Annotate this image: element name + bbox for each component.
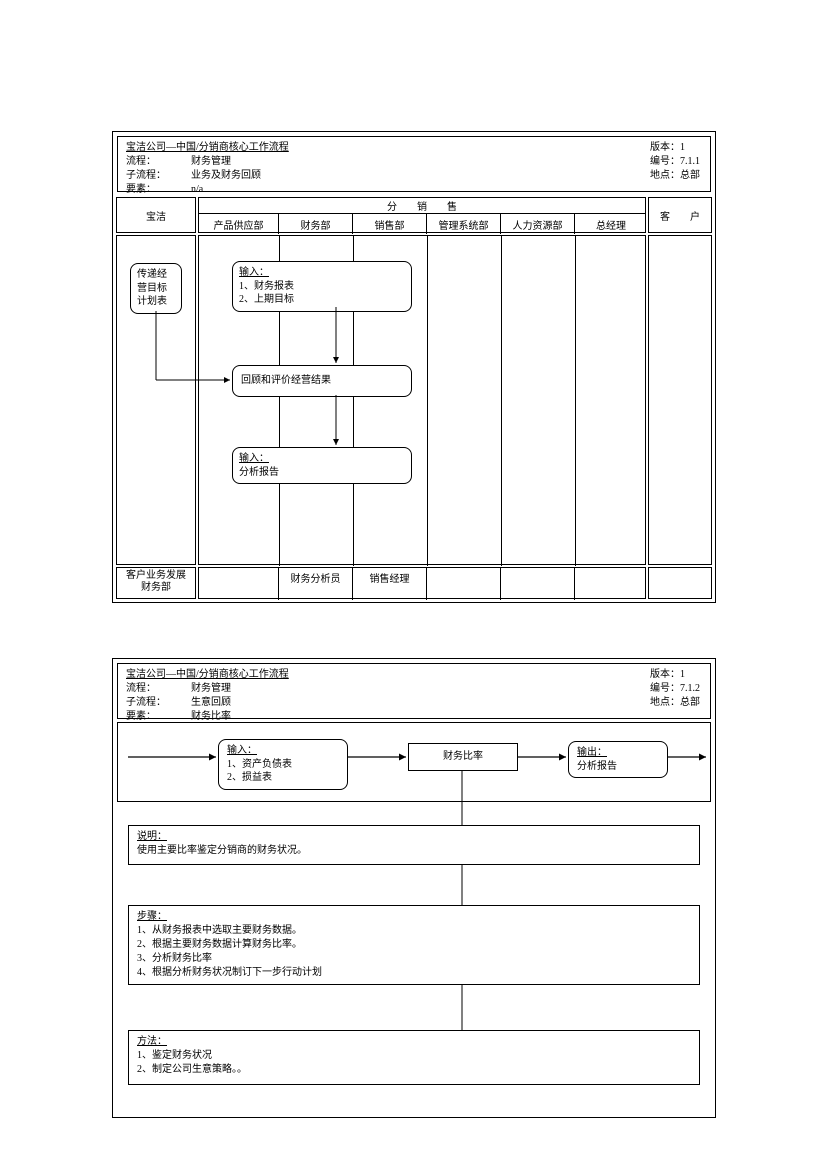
- d2-step-3: 4、根据分析财务状况制订下一步行动计划: [137, 966, 691, 980]
- d1-swim-right: 客 户: [648, 197, 712, 233]
- d1-fcol-3: [427, 568, 501, 600]
- d2-desc-text: 使用主要比率鉴定分销商的财务状况。: [137, 844, 691, 858]
- d1-swim-header: 宝洁 分 销 售 产品供应部 财务部 销售部 管理系统部 人力资源部 总经理 客…: [116, 197, 712, 233]
- d1-flow-body: 传递经 营目标 计划表 输入： 1、财务报表 2、上期目标 回顾和评价经营结果 …: [116, 235, 712, 565]
- d1-hrow-0: 流程： 财务管理: [126, 155, 702, 169]
- d2-steps-label: 步骤：: [137, 911, 167, 922]
- d1-col-0: 产品供应部: [199, 214, 279, 234]
- d1-col-1: 财务部: [279, 214, 353, 234]
- d1-header-right: 版本：1 编号：7.1.1 地点：总部: [650, 141, 700, 183]
- d2-header: 宝洁公司—中国/分销商核心工作流程 流程： 财务管理 子流程： 生意回顾 要素：…: [117, 663, 711, 719]
- d1-swim-left: 宝洁: [116, 197, 196, 233]
- d2-center-node: 财务比率: [408, 743, 518, 771]
- d2-steps-box: 步骤： 1、从财务报表中选取主要财务数据。 2、根据主要财务数据计算财务比率。 …: [128, 905, 700, 985]
- d1-col-5: 总经理: [575, 214, 647, 234]
- d1-col-4: 人力资源部: [501, 214, 575, 234]
- d2-flow-region: 输入： 1、资产负债表 2、损益表 财务比率 输出： 分析报告: [117, 722, 711, 802]
- d1-footer: 客户业务发展 财务部 财务分析员 销售经理: [116, 567, 712, 599]
- d1-fcol-4: [501, 568, 575, 600]
- d2-method-label: 方法：: [137, 1036, 167, 1047]
- d1-fcol-2: 销售经理: [353, 568, 427, 600]
- d1-node-3: 回顾和评价经营结果: [232, 365, 412, 397]
- d1-foot-left-1: 财务部: [117, 582, 195, 594]
- d2-output-node: 输出： 分析报告: [568, 741, 668, 778]
- d2-step-0: 1、从财务报表中选取主要财务数据。: [137, 924, 691, 938]
- d2-header-right: 版本：1 编号：7.1.2 地点：总部: [650, 668, 700, 710]
- d2-input-node: 输入： 1、资产负债表 2、损益表: [218, 739, 348, 790]
- d1-node-2: 输入： 1、财务报表 2、上期目标: [232, 261, 412, 312]
- d2-step-2: 3、分析财务比率: [137, 952, 691, 966]
- d2-hrow-1: 子流程： 生意回顾: [126, 696, 702, 710]
- d1-hrow-1: 子流程： 业务及财务回顾: [126, 169, 702, 183]
- d1-col-2: 销售部: [353, 214, 427, 234]
- d1-header: 宝洁公司—中国/分销商核心工作流程 流程： 财务管理 子流程： 业务及财务回顾 …: [117, 136, 711, 192]
- d1-fcol-0: [199, 568, 279, 600]
- d2-step-1: 2、根据主要财务数据计算财务比率。: [137, 938, 691, 952]
- d1-col-3: 管理系统部: [427, 214, 501, 234]
- d1-fcol-5: [575, 568, 647, 600]
- d2-hrow-0: 流程： 财务管理: [126, 682, 702, 696]
- d1-title: 宝洁公司—中国/分销商核心工作流程: [126, 141, 702, 155]
- d2-title: 宝洁公司—中国/分销商核心工作流程: [126, 668, 702, 682]
- d2-method-box: 方法： 1、鉴定财务状况 2、制定公司生意策略。。: [128, 1030, 700, 1085]
- d1-node-1: 传递经 营目标 计划表: [130, 263, 182, 314]
- d2-desc-box: 说明： 使用主要比率鉴定分销商的财务状况。: [128, 825, 700, 865]
- d1-fcol-1: 财务分析员: [279, 568, 353, 600]
- d2-method-1: 2、制定公司生意策略。。: [137, 1063, 691, 1077]
- d1-swim-group: 分 销 售 产品供应部 财务部 销售部 管理系统部 人力资源部 总经理: [198, 197, 646, 233]
- d1-node-4: 输入： 分析报告: [232, 447, 412, 484]
- d2-method-0: 1、鉴定财务状况: [137, 1049, 691, 1063]
- d2-desc-label: 说明：: [137, 831, 167, 842]
- d1-foot-left-0: 客户业务发展: [117, 570, 195, 582]
- page: 宝洁公司—中国/分销商核心工作流程 流程： 财务管理 子流程： 业务及财务回顾 …: [0, 0, 826, 1169]
- d1-hrow-2: 要素： n/a: [126, 183, 702, 197]
- d1-swim-group-label: 分 销 售: [199, 198, 645, 214]
